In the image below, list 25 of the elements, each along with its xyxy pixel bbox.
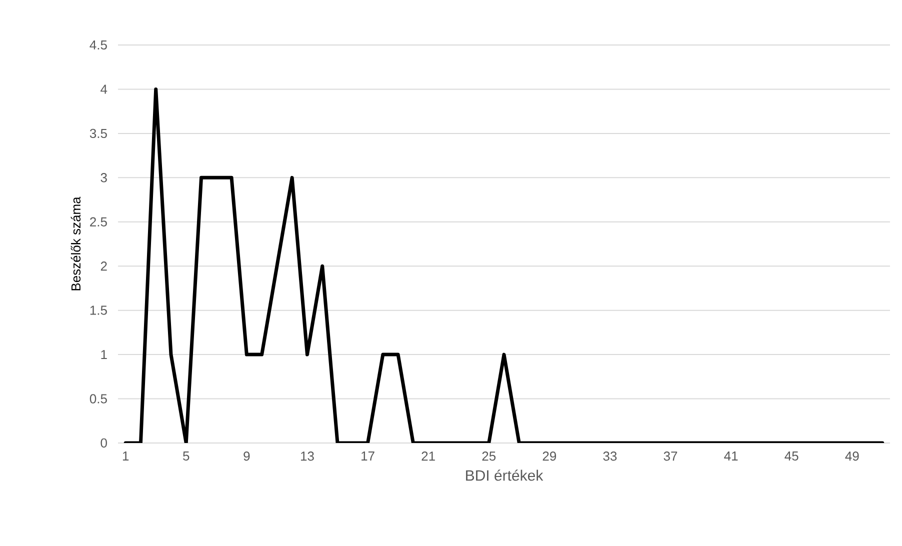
y-tick-label: 2 [100,262,107,271]
y-tick-label: 2.5 [90,217,107,226]
y-tick-label: 3.5 [90,128,107,138]
y-tick-label: 1.5 [90,306,107,315]
y-tick-label: 0.5 [90,394,107,404]
y-tick-label: 0 [100,438,107,448]
x-tick-label: 13 [300,452,314,461]
x-axis-title: BDI értékek [466,470,544,481]
x-tick-label: 41 [724,452,738,460]
x-tick-label: 5 [183,452,190,461]
x-tick-label: 45 [784,452,798,461]
x-tick-label: 1 [122,452,129,460]
x-tick-label: 37 [664,452,678,461]
y-tick-label: 4.5 [90,40,107,50]
y-axis-title: Beszélők száma [70,196,81,290]
x-tick-label: 33 [603,452,617,461]
y-tick-label: 3 [100,173,107,182]
y-tick-label: 1 [101,350,107,360]
y-tick-label: 4 [100,84,108,94]
x-tick-label: 29 [542,452,556,461]
x-tick-label: 21 [422,452,435,461]
x-tick-label: 17 [362,452,374,460]
x-tick-label: 25 [482,452,496,461]
x-tick-label: 9 [244,452,250,461]
x-tick-label: 49 [845,452,859,461]
